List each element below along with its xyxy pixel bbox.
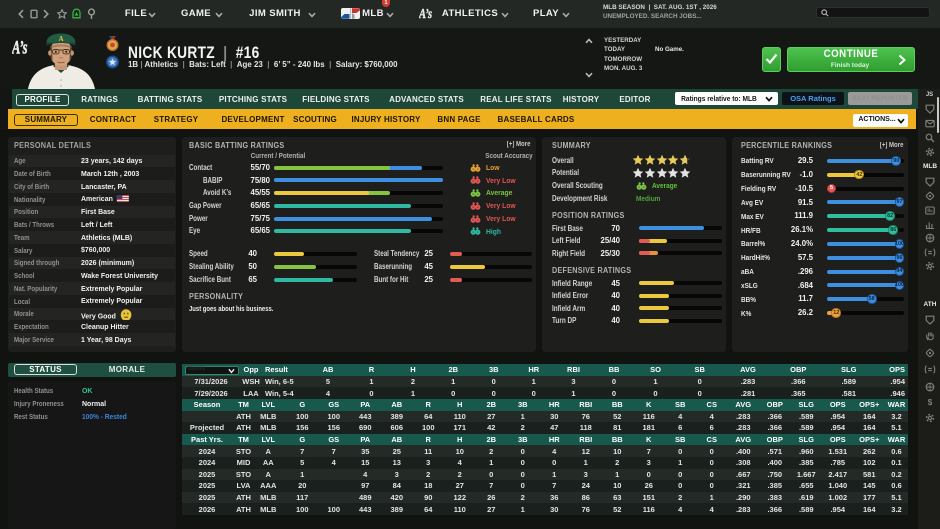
svg-text:A: A xyxy=(58,35,63,43)
svg-text:A’s: A’s xyxy=(12,38,28,58)
svg-text:A’s: A’s xyxy=(419,6,432,22)
